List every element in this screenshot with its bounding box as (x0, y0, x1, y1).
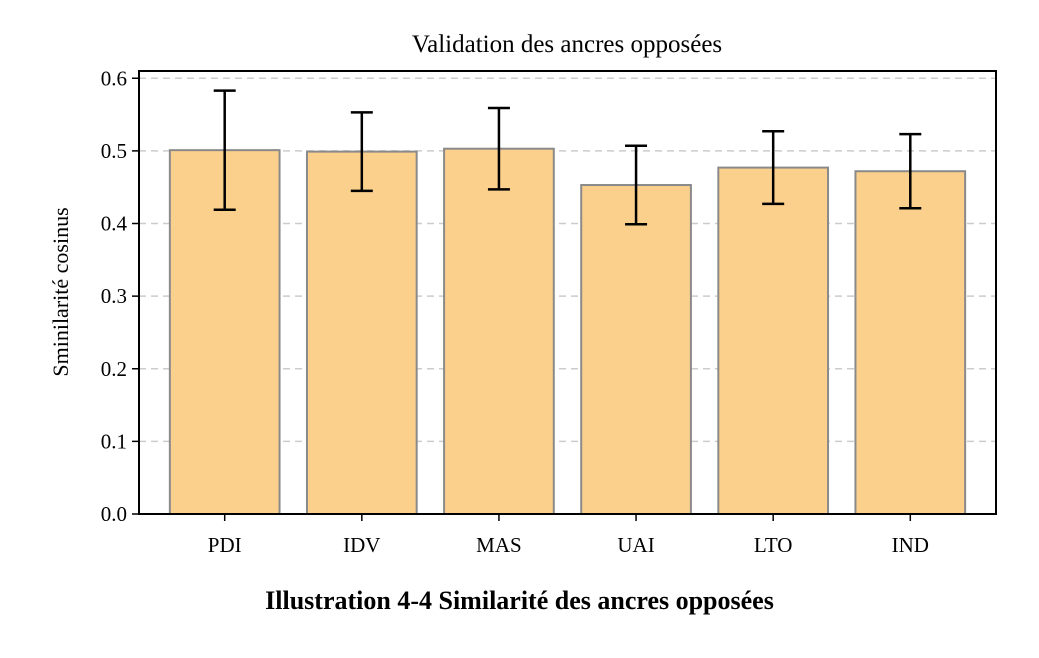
bars (168, 147, 967, 516)
y-tick-label: 0.4 (101, 212, 128, 236)
y-tick-label: 0.6 (101, 66, 127, 90)
bar-ind (854, 170, 967, 515)
y-axis-label: Sminilarité cosinus (48, 207, 73, 376)
x-tick-label-pdi: PDI (208, 533, 242, 557)
x-tick-label-uai: UAI (617, 533, 654, 557)
y-tick-label: 0.3 (101, 284, 127, 308)
x-axis-ticks: PDI IDV MAS UAI LTO IND (208, 514, 929, 557)
x-tick-label-ind: IND (892, 533, 929, 557)
plot-frame (138, 70, 997, 515)
bar-lto (717, 166, 830, 515)
x-tick-label-lto: LTO (754, 533, 793, 557)
x-tick-label-mas: MAS (476, 533, 522, 557)
figure-caption: Illustration 4-4 Similarité des ancres o… (265, 586, 774, 615)
y-tick-label: 0.1 (101, 429, 127, 453)
y-axis-ticks: 0.0 0.1 0.2 0.3 0.4 0.5 0.6 (101, 66, 139, 526)
chart-title: Validation des ancres opposées (412, 31, 722, 58)
y-tick-label: 0.5 (101, 139, 127, 163)
error-bars (213, 89, 922, 226)
bar-mas (443, 147, 555, 516)
bar-uai (580, 184, 692, 515)
y-tick-label: 0.0 (101, 502, 127, 526)
x-tick-label-idv: IDV (343, 533, 380, 557)
y-tick-label: 0.2 (101, 357, 127, 381)
gridlines (139, 77, 996, 443)
bar-idv (305, 150, 418, 515)
bar-chart: Validation des ancres opposées Sminilari… (48, 31, 997, 557)
